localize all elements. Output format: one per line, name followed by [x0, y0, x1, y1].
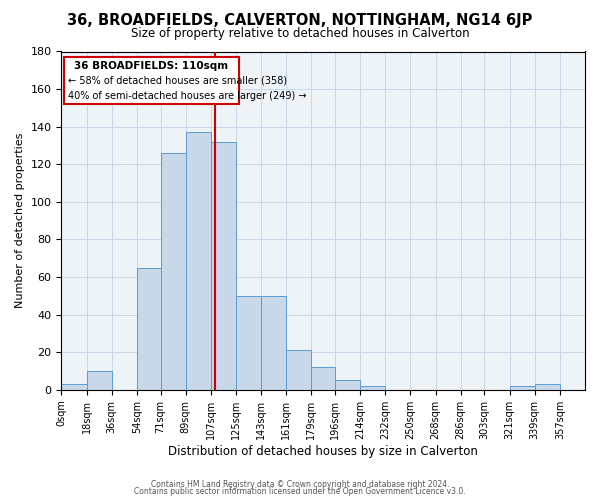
Bar: [236, 296, 261, 390]
Bar: [137, 268, 161, 390]
Bar: [360, 386, 385, 390]
Y-axis label: Number of detached properties: Number of detached properties: [15, 133, 25, 308]
Text: Contains HM Land Registry data © Crown copyright and database right 2024.: Contains HM Land Registry data © Crown c…: [151, 480, 449, 489]
Bar: [211, 142, 236, 390]
Bar: [311, 368, 335, 390]
Bar: [185, 132, 211, 390]
Bar: [286, 350, 311, 390]
FancyBboxPatch shape: [64, 57, 239, 104]
Bar: [61, 384, 86, 390]
Bar: [161, 153, 185, 390]
Text: 36 BROADFIELDS: 110sqm: 36 BROADFIELDS: 110sqm: [74, 61, 229, 71]
Bar: [86, 371, 112, 390]
Text: Size of property relative to detached houses in Calverton: Size of property relative to detached ho…: [131, 28, 469, 40]
Text: 40% of semi-detached houses are larger (249) →: 40% of semi-detached houses are larger (…: [68, 91, 307, 101]
Text: 36, BROADFIELDS, CALVERTON, NOTTINGHAM, NG14 6JP: 36, BROADFIELDS, CALVERTON, NOTTINGHAM, …: [67, 12, 533, 28]
Text: Contains public sector information licensed under the Open Government Licence v3: Contains public sector information licen…: [134, 487, 466, 496]
Text: ← 58% of detached houses are smaller (358): ← 58% of detached houses are smaller (35…: [68, 76, 287, 86]
X-axis label: Distribution of detached houses by size in Calverton: Distribution of detached houses by size …: [168, 444, 478, 458]
Bar: [535, 384, 560, 390]
Bar: [335, 380, 360, 390]
Bar: [509, 386, 535, 390]
Bar: [261, 296, 286, 390]
